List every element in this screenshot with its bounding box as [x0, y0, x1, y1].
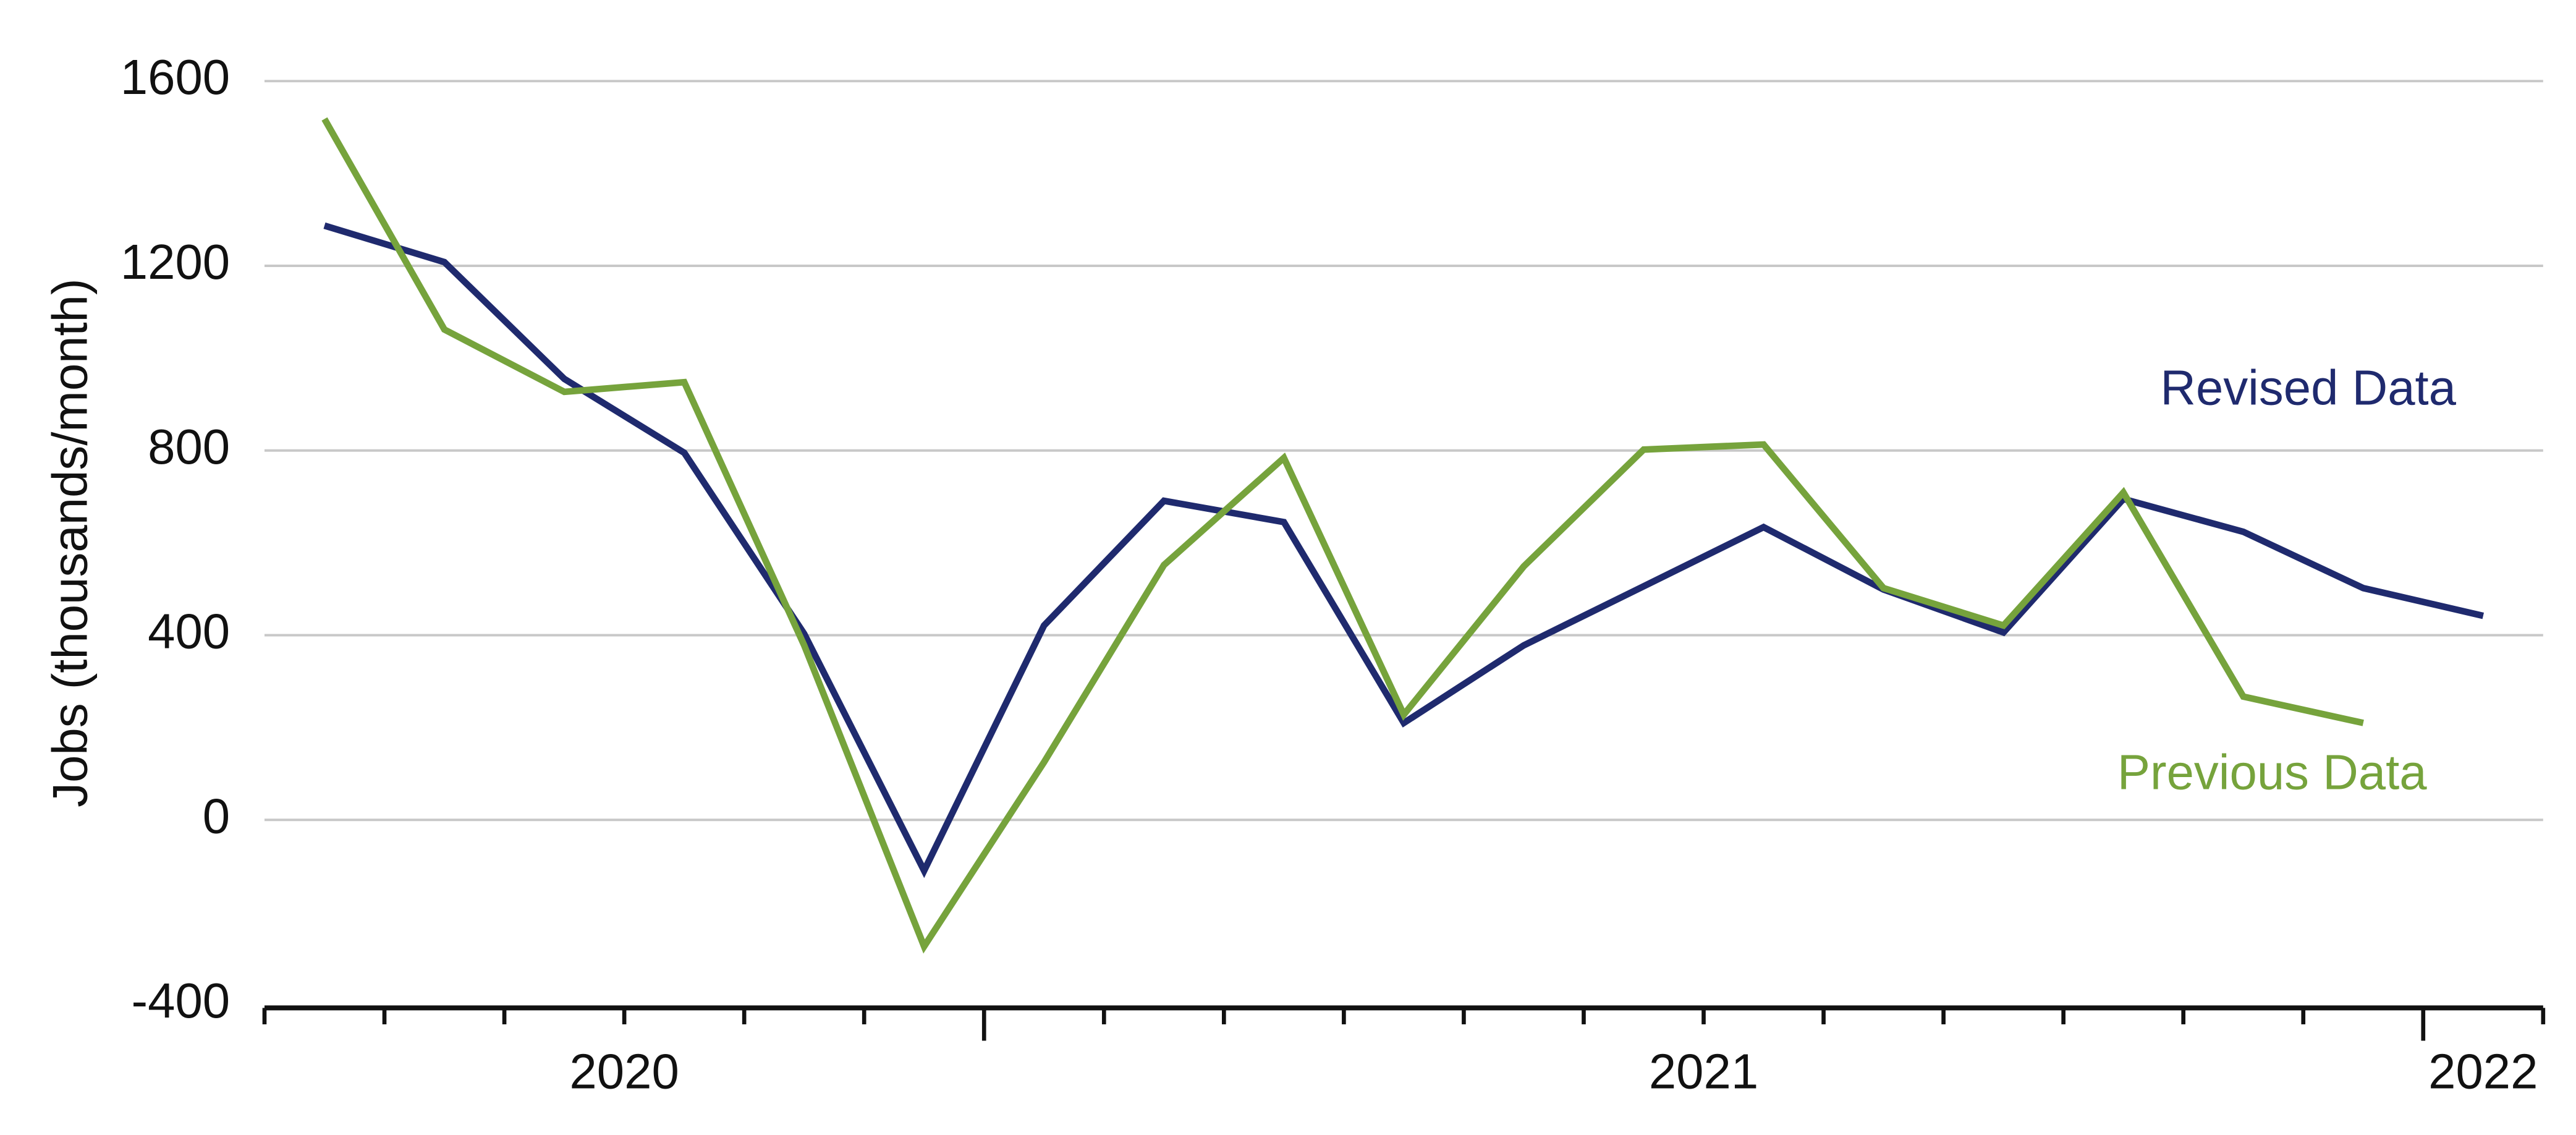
y-tick-label: 0	[203, 788, 230, 843]
y-tick-label: -400	[132, 973, 231, 1028]
x-group-label: 2020	[569, 1044, 679, 1099]
y-tick-label: 1600	[121, 49, 230, 104]
y-tick-label: 400	[148, 604, 230, 659]
y-axis-title: Jobs (thousands/month)	[43, 278, 98, 807]
y-tick-label: 800	[148, 419, 230, 474]
x-group-label: 2022	[2428, 1044, 2538, 1099]
x-group-label: 2021	[1649, 1044, 1758, 1099]
series-label: Previous Data	[2117, 745, 2427, 800]
series-label: Revised Data	[2160, 360, 2456, 415]
series-line	[321, 117, 2364, 954]
y-tick-label: 1200	[121, 234, 230, 289]
